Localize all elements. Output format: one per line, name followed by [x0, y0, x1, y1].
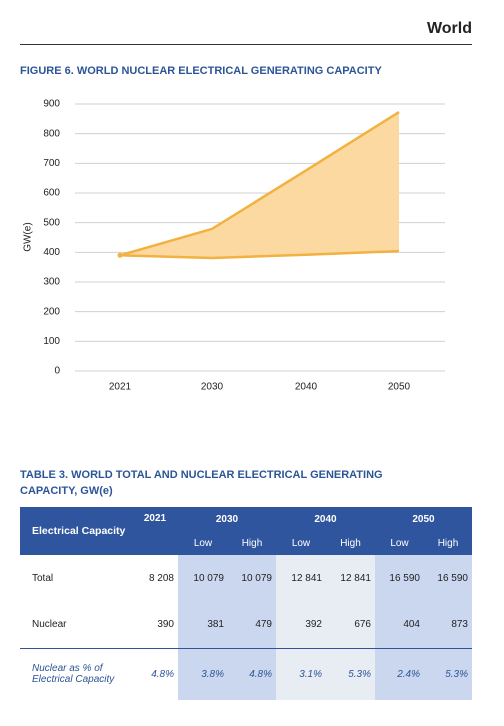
cell-value: 479 — [228, 602, 276, 648]
row-label: Nuclear as % of Electrical Capacity — [20, 647, 132, 700]
figure-title: FIGURE 6. WORLD NUCLEAR ELECTRICAL GENER… — [20, 65, 382, 77]
y-tick-label: 0 — [54, 366, 60, 377]
cell-value: 16 590 — [424, 555, 472, 602]
y-tick-label: 700 — [43, 158, 60, 169]
year-header: 2050 — [375, 507, 472, 531]
scenario-header: High — [424, 531, 472, 555]
y-tick-label: 300 — [43, 277, 60, 288]
table-row: Nuclear as % of Electrical Capacity 4.8% 3… — [20, 647, 472, 700]
data-table: Electrical Capacity 2021 2030 2040 2050 Low Hi… — [20, 507, 472, 700]
year-header: 2030 — [178, 507, 276, 531]
scenario-header: High — [228, 531, 276, 555]
scenario-header: Low — [178, 531, 228, 555]
cell-value: 8 208 — [148, 573, 174, 584]
range-line — [119, 110, 400, 257]
y-axis-label: GW(e) — [23, 222, 34, 251]
y-tick-label: 800 — [43, 128, 60, 139]
header-row: Electrical Capacity 2021 2030 2040 2050 — [20, 507, 472, 555]
cell-value: 404 — [375, 602, 424, 648]
cell-value: 10 079 — [178, 555, 228, 602]
x-tick-label: 2030 — [201, 382, 224, 393]
y-tick-label: 100 — [43, 336, 60, 347]
row-label: Total — [32, 573, 54, 584]
header-label: Electrical Capacity — [20, 507, 132, 555]
chart: GW(e) 0 100 200 300 400 500 600 700 800 900 2021 20… — [23, 99, 445, 393]
x-tick-label: 2021 — [109, 382, 132, 393]
y-tick-label: 500 — [43, 217, 60, 228]
table-row: Total 8 208 10 079 10 079 12 841 12 841 16 590… — [20, 555, 472, 602]
year-header: 2040 — [276, 507, 375, 531]
cell-value: 390 — [157, 619, 174, 631]
x-tick-label: 2050 — [388, 382, 411, 393]
cell-value: 392 — [276, 602, 326, 648]
cell-value: 5.3% — [424, 647, 472, 700]
row-label: Nuclear — [32, 619, 67, 631]
year-header: 2021 — [132, 507, 178, 555]
header-rule — [20, 44, 472, 45]
y-tick-label: 600 — [43, 188, 60, 199]
x-tick-label: 2040 — [295, 382, 318, 393]
scenario-header: High — [326, 531, 375, 555]
subheader-row: Low High Low High Low High — [20, 531, 472, 555]
cell-value: 676 — [326, 602, 375, 648]
y-tick-label: 200 — [43, 306, 60, 317]
cell-value: 12 841 — [276, 555, 326, 602]
table-title: TABLE 3. WORLD TOTAL AND NUCLEAR ELECTRI… — [20, 469, 383, 497]
cell-value: 873 — [424, 602, 472, 648]
cell-value: 381 — [178, 602, 228, 648]
cell-value: 12 841 — [326, 555, 375, 602]
table-row: Nuclear 390 381 479 392 676 404 873 — [20, 602, 472, 648]
cell-value: 3.1% — [276, 647, 326, 700]
scenario-header: Low — [276, 531, 326, 555]
range-line — [119, 249, 400, 260]
cell-value: 5.3% — [326, 647, 375, 700]
scenario-header: Low — [375, 531, 424, 555]
y-tick-label: 400 — [43, 247, 60, 258]
region-header: World — [426, 20, 472, 37]
y-tick-label: 900 — [43, 99, 60, 110]
cell-value: 4.8% — [132, 647, 178, 700]
range-fill — [120, 112, 399, 258]
cell-value: 16 590 — [375, 555, 424, 602]
cell-value: 10 079 — [228, 555, 276, 602]
cell-value: 2.4% — [375, 647, 424, 700]
start-dot — [117, 252, 123, 258]
cell-value: 4.8% — [228, 647, 276, 700]
cell-value: 3.8% — [178, 647, 228, 700]
